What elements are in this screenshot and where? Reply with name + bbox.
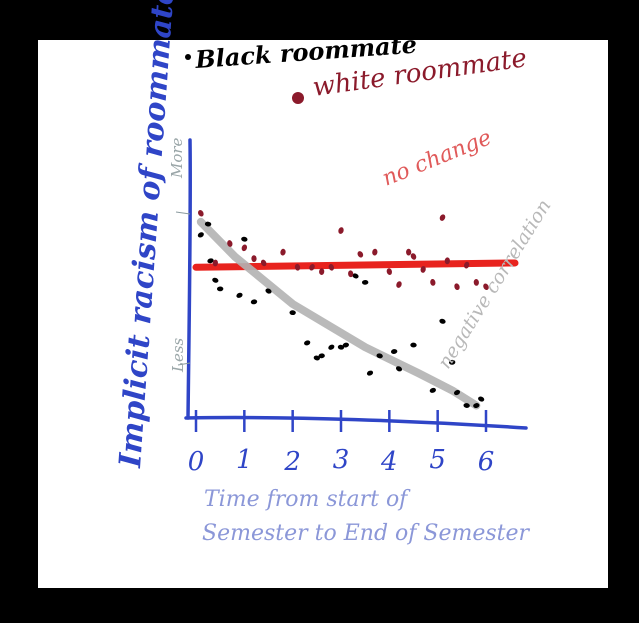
- point-white-roommate-11: [338, 227, 344, 234]
- legend-marker-white: [292, 92, 304, 104]
- point-white-roommate-12: [348, 270, 354, 278]
- point-black-roommate-29: [478, 396, 485, 402]
- point-black-roommate-5: [236, 292, 243, 298]
- point-black-roommate-15: [342, 342, 349, 348]
- point-white-roommate-7: [294, 263, 301, 271]
- point-white-roommate-22: [444, 257, 450, 265]
- point-black-roommate-14: [337, 344, 345, 350]
- point-white-roommate-14: [372, 248, 378, 256]
- point-black-roommate-9: [289, 310, 296, 316]
- annotation-no-change: no change: [379, 125, 495, 191]
- point-white-roommate-17: [406, 248, 412, 256]
- point-black-roommate-20: [390, 349, 398, 354]
- y-tick-label-less: Less: [169, 337, 187, 373]
- point-white-roommate-21: [439, 214, 446, 221]
- point-white-roommate-24: [463, 261, 470, 269]
- point-white-roommate-19: [420, 266, 426, 273]
- drawing-canvas: [38, 40, 608, 588]
- point-black-roommate-0: [197, 232, 204, 238]
- legend-marker-black: [185, 54, 191, 60]
- point-white-roommate-13: [357, 251, 364, 258]
- point-black-roommate-10: [304, 340, 311, 346]
- point-black-roommate-1: [204, 221, 212, 227]
- y-tick-label-more: More: [168, 137, 186, 179]
- point-white-roommate-5: [260, 259, 267, 267]
- point-black-roommate-16: [352, 273, 359, 279]
- x-tick-label-2: 2: [283, 447, 301, 477]
- point-white-roommate-9: [319, 268, 325, 275]
- y-tick-more: [175, 211, 191, 215]
- point-white-roommate-15: [386, 268, 392, 275]
- point-white-roommate-23: [454, 283, 460, 291]
- point-white-roommate-8: [309, 264, 315, 271]
- point-black-roommate-2: [207, 258, 214, 264]
- point-white-roommate-26: [483, 283, 489, 290]
- point-black-roommate-18: [366, 370, 374, 376]
- point-white-roommate-25: [473, 279, 479, 286]
- point-white-roommate-0: [198, 210, 204, 217]
- annotation-negative-correlation: negative correlation: [434, 196, 556, 373]
- point-black-roommate-19: [376, 353, 383, 359]
- x-axis-line: [184, 415, 528, 430]
- point-white-roommate-16: [396, 281, 402, 288]
- point-black-roommate-24: [439, 318, 446, 324]
- point-black-roommate-6: [241, 236, 248, 242]
- point-black-roommate-8: [265, 288, 272, 294]
- point-black-roommate-12: [318, 353, 325, 359]
- point-white-roommate-4: [251, 255, 257, 263]
- point-black-roommate-17: [361, 279, 369, 285]
- point-black-roommate-4: [216, 286, 224, 292]
- point-black-roommate-3: [212, 277, 219, 283]
- point-black-roommate-23: [429, 387, 436, 393]
- x-axis-label-line-1: Time from start of: [204, 487, 411, 512]
- point-black-roommate-25: [448, 359, 456, 365]
- x-tick-label-0: 0: [188, 447, 205, 477]
- point-white-roommate-3: [241, 244, 248, 252]
- x-tick-label-3: 3: [333, 445, 350, 475]
- point-black-roommate-26: [453, 389, 461, 396]
- point-black-roommate-21: [395, 366, 403, 372]
- x-axis-label: Time from start of Semester to End of Se…: [202, 487, 531, 546]
- trend-lines: [192, 217, 519, 410]
- x-tick-label-4: 4: [380, 447, 398, 477]
- x-tick-label-5: 5: [429, 445, 446, 475]
- point-black-roommate-13: [328, 344, 335, 350]
- x-axis-label-line-2: Semester to End of Semester: [202, 521, 531, 546]
- point-black-roommate-28: [473, 403, 480, 408]
- point-black-roommate-7: [250, 299, 258, 305]
- x-tick-label-6: 6: [478, 447, 495, 477]
- legend: Black roommate white roommate: [185, 30, 529, 104]
- point-black-roommate-11: [313, 355, 320, 361]
- point-white-roommate-1: [212, 259, 218, 267]
- scatter-points: [197, 210, 489, 408]
- point-white-roommate-10: [328, 263, 335, 271]
- trend-line-negative-correlation: [196, 217, 481, 410]
- y-axis-label: Implicit racism of roommate: [113, 0, 182, 470]
- point-black-roommate-27: [463, 403, 470, 408]
- point-white-roommate-20: [430, 279, 436, 286]
- point-black-roommate-22: [410, 342, 417, 348]
- y-tick-less: [177, 362, 191, 366]
- point-white-roommate-2: [227, 240, 233, 247]
- x-tick-label-1: 1: [236, 445, 253, 475]
- point-white-roommate-6: [280, 248, 286, 256]
- point-white-roommate-18: [410, 253, 417, 260]
- y-axis-line: [186, 138, 193, 420]
